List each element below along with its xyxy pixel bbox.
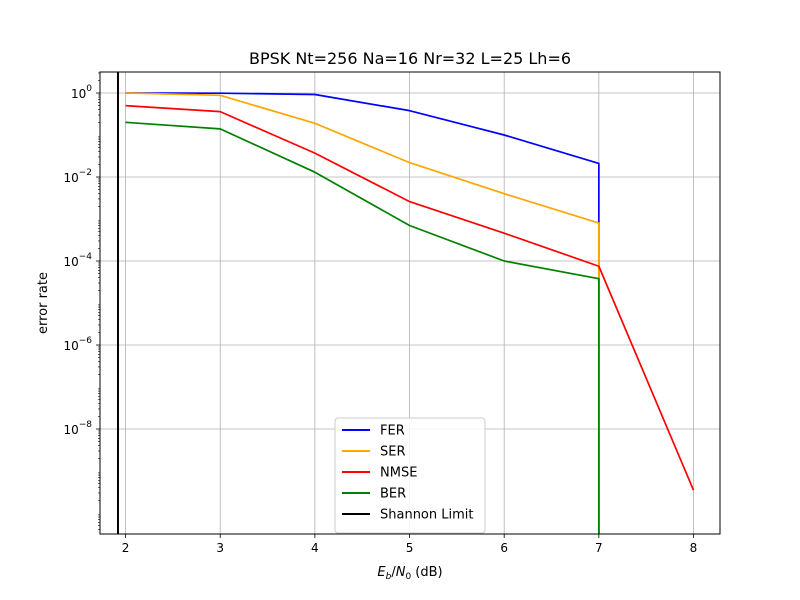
axes-frame bbox=[99, 71, 721, 535]
legend-label: SER bbox=[380, 445, 406, 460]
x-axis-label: Eb/N0 (dB) bbox=[377, 565, 442, 582]
y-axis-ticks: 100 10−2 10−4 10−6 10−8 bbox=[63, 72, 100, 531]
y-axis-label: error rate bbox=[36, 272, 51, 334]
legend-item: Shannon Limit bbox=[342, 508, 474, 523]
legend-items: FER SER NMSE BER Shannon Limit bbox=[342, 424, 474, 523]
y-tick-label: 10−4 bbox=[63, 252, 92, 269]
x-tick-label: 5 bbox=[406, 541, 414, 555]
series-line-ser bbox=[125, 92, 600, 534]
legend-box bbox=[334, 417, 486, 534]
legend-label: NMSE bbox=[380, 466, 417, 481]
legend: FER SER NMSE BER Shannon Limit bbox=[334, 417, 486, 534]
y-tick-label: 10−8 bbox=[63, 420, 92, 437]
series-line-nmse bbox=[125, 104, 695, 491]
y-tick-label: 10−6 bbox=[63, 336, 92, 353]
x-tick-label: 4 bbox=[311, 541, 319, 555]
x-tick-label: 7 bbox=[595, 541, 603, 555]
legend-label: Shannon Limit bbox=[380, 508, 474, 523]
series-lines bbox=[125, 92, 695, 534]
legend-label: BER bbox=[380, 487, 406, 502]
x-tick-label: 8 bbox=[690, 541, 698, 555]
legend-label: FER bbox=[380, 424, 405, 439]
legend-item: NMSE bbox=[342, 466, 417, 481]
x-tick-label: 3 bbox=[216, 541, 224, 555]
series-line-ber bbox=[125, 121, 600, 534]
legend-item: BER bbox=[342, 487, 406, 502]
y-tick-label: 10−2 bbox=[63, 168, 92, 185]
x-tick-label: 6 bbox=[500, 541, 508, 555]
chart-title: BPSK Nt=256 Na=16 Nr=32 L=25 Lh=6 bbox=[249, 49, 571, 68]
x-tick-label: 2 bbox=[122, 541, 130, 555]
x-axis-ticks: 2 3 4 5 6 7 8 bbox=[122, 534, 698, 555]
series-line-fer bbox=[125, 92, 600, 534]
legend-item: SER bbox=[342, 445, 406, 460]
legend-item: FER bbox=[342, 424, 405, 439]
y-tick-label: 100 bbox=[71, 84, 92, 101]
